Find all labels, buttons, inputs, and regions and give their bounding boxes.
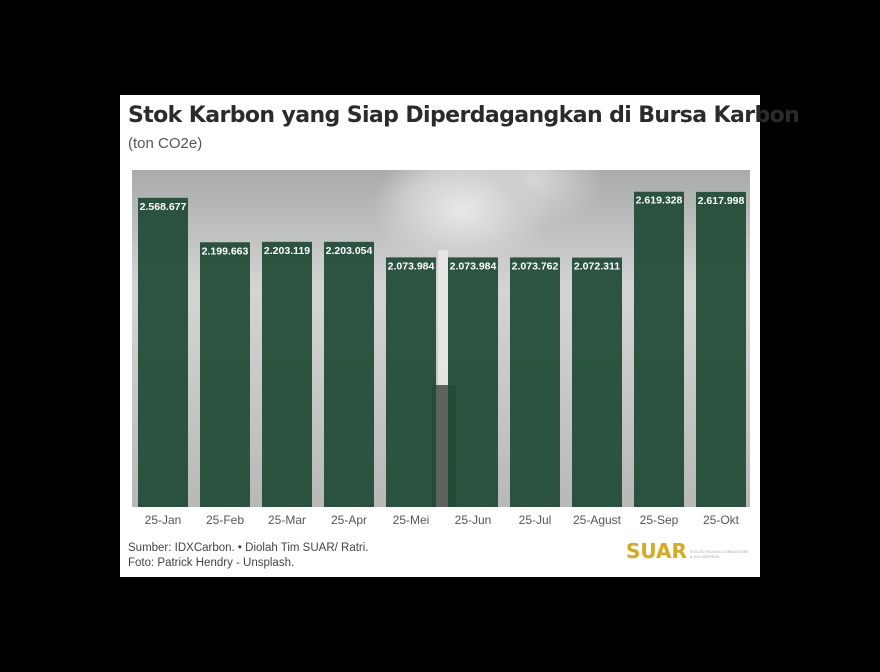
x-tick-label: 25-Jul [518,513,552,527]
x-tick-label: 25-Agust [572,513,622,527]
bar [572,257,622,507]
suar-logo: SUAR SOLUSI INOVASI JURNALISME & KOLABORA… [626,539,750,563]
bar [634,191,684,507]
plot-area: 2.568.677 2.199.663 2.203.119 2.203.054 2.07… [132,170,750,507]
data-label: 2.073.984 [450,260,497,272]
data-label: 2.203.119 [264,245,310,257]
bar [510,257,560,507]
bar [200,242,250,507]
bar [138,197,188,507]
bar [448,257,498,507]
bar [324,241,374,507]
data-label: 2.568.677 [140,201,187,213]
chart-title: Stok Karbon yang Siap Diperdagangkan di … [128,103,800,128]
x-tick-label: 25-Apr [330,513,368,527]
data-label: 2.072.311 [574,261,620,273]
bar [696,191,746,507]
x-tick-label: 25-Mei [392,513,430,527]
logo-tagline: SOLUSI INOVASI JURNALISME & KOLABORASI [689,548,749,559]
data-label: 2.617.998 [698,195,745,207]
x-axis-labels: 25-Jan 25-Feb 25-Mar 25-Apr 25-Mei 25-Jun 25-J… [132,513,750,529]
bar-layer: 2.568.677 2.199.663 2.203.119 2.203.054 2.07… [138,191,746,507]
source-note: Sumber: IDXCarbon. • Diolah Tim SUAR/ Ra… [128,541,369,571]
x-tick-label: 25-Sep [639,513,679,527]
x-tick-label: 25-Jan [144,513,182,527]
smoke-plume [438,250,448,390]
x-tick-label: 25-Feb [205,513,245,527]
x-tick-label: 25-Okt [702,513,739,527]
photo-credit: Foto: Patrick Hendry - Unsplash. [128,557,295,569]
bar [386,257,436,507]
data-label: 2.199.663 [202,245,249,257]
data-label: 2.073.984 [388,260,435,272]
data-label: 2.073.762 [512,260,559,272]
x-tick-label: 25-Jun [454,513,492,527]
x-tick-label: 25-Mar [267,513,306,527]
source-text: Sumber: IDXCarbon. • Diolah Tim SUAR/ Ra… [128,542,369,554]
data-label: 2.619.328 [636,195,683,207]
bar [262,241,312,507]
chart-subtitle: (ton CO2e) [128,135,203,152]
logo-text: SUAR [626,539,687,563]
data-label: 2.203.054 [326,245,373,257]
chart-card: Stok Karbon yang Siap Diperdagangkan di … [120,95,800,577]
